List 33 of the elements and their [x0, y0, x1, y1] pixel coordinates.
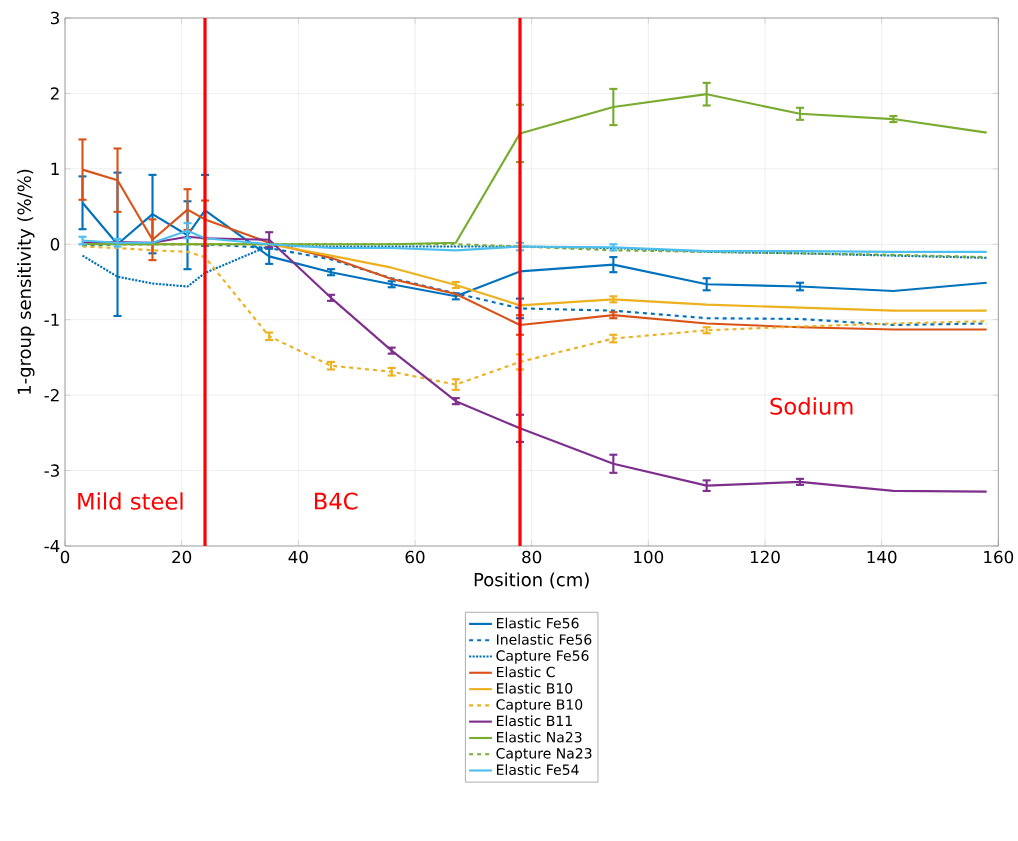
legend-label: Elastic C [497, 666, 555, 678]
legend-label: Capture Fe56 [496, 650, 589, 664]
x-tick-label: 120 [750, 550, 780, 564]
x-tick-label: 100 [634, 550, 664, 564]
y-tick-label: 1 [51, 162, 59, 175]
y-axis-title: 1-group sensitivity (%/%) [17, 169, 35, 394]
x-tick-label: 0 [60, 550, 70, 564]
x-tick-label: 20 [172, 550, 192, 564]
y-tick-label: -4 [44, 539, 60, 553]
annotation: Mild steel [78, 492, 183, 510]
x-tick-label: 140 [867, 550, 897, 564]
line-series [81, 235, 988, 493]
legend-label: Elastic Na23 [497, 731, 582, 743]
legend-label: Elastic B11 [497, 715, 572, 727]
y-tick-label: 0 [50, 237, 60, 251]
y-tick-label: -3 [44, 464, 59, 477]
x-tick-label: 40 [288, 550, 308, 564]
y-tick-label: -1 [44, 313, 59, 326]
x-tick-label: 80 [522, 550, 542, 564]
x-tick-label: 60 [405, 550, 425, 564]
legend-label: Elastic Fe56 [497, 617, 579, 629]
legend-label: Capture B10 [496, 699, 583, 713]
y-tick-label: 3 [50, 11, 59, 25]
x-axis-title: Position (cm) [474, 572, 589, 589]
legend-label: Capture Na23 [496, 748, 592, 762]
y-tick-label: 2 [50, 87, 59, 100]
y-tick-label: -2 [44, 388, 59, 402]
legend-label: Elastic B10 [497, 682, 573, 694]
x-tick-label: 160 [984, 550, 1014, 564]
annotation: Sodium [770, 397, 853, 415]
annotation: B4C [314, 492, 358, 510]
legend-label: Inelastic Fe56 [497, 633, 592, 645]
legend-label: Elastic Fe54 [497, 764, 579, 775]
